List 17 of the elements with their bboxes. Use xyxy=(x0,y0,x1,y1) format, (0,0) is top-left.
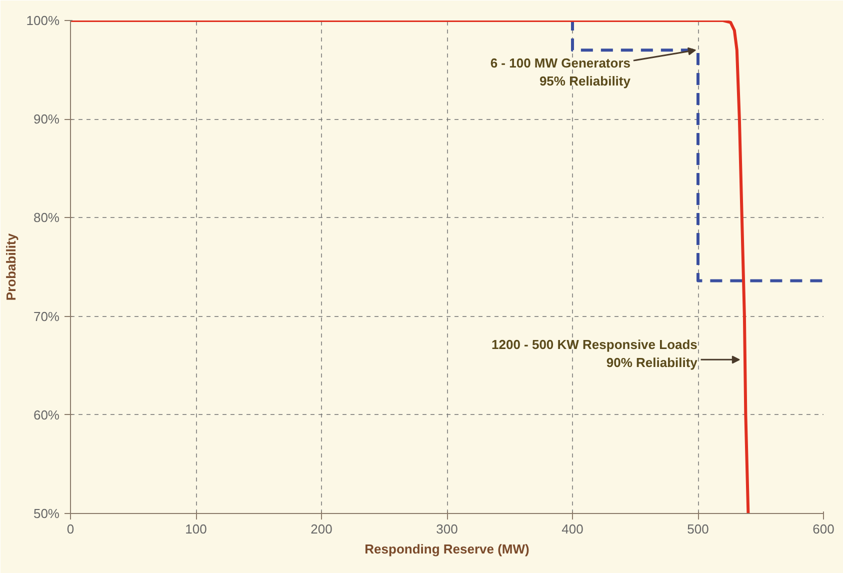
y-tick-label: 90% xyxy=(33,112,60,127)
y-tick-label: 70% xyxy=(33,308,60,324)
y-tick-label: 50% xyxy=(33,506,60,521)
y-axis-title: Probability xyxy=(3,232,18,301)
x-tick-label: 400 xyxy=(562,522,584,536)
annotation: 6 - 100 MW Generators 95% Reliability xyxy=(490,56,632,89)
x-tick-label: 0 xyxy=(66,522,74,536)
x-axis-title: Responding Reserve (MW) xyxy=(364,542,530,556)
x-tick-label: 500 xyxy=(687,522,709,536)
y-tick-label: 80% xyxy=(33,210,60,226)
x-tick-label: 200 xyxy=(310,522,332,536)
x-tick-label: 600 xyxy=(812,522,834,536)
y-tick-label: 100% xyxy=(26,13,60,28)
annotation: 1200 - 500 KW Responsive Loads 90% Reliability xyxy=(492,337,698,370)
x-tick-label: 100 xyxy=(185,522,207,536)
x-tick-label: 300 xyxy=(436,522,458,536)
y-tick-label: 60% xyxy=(33,407,60,422)
